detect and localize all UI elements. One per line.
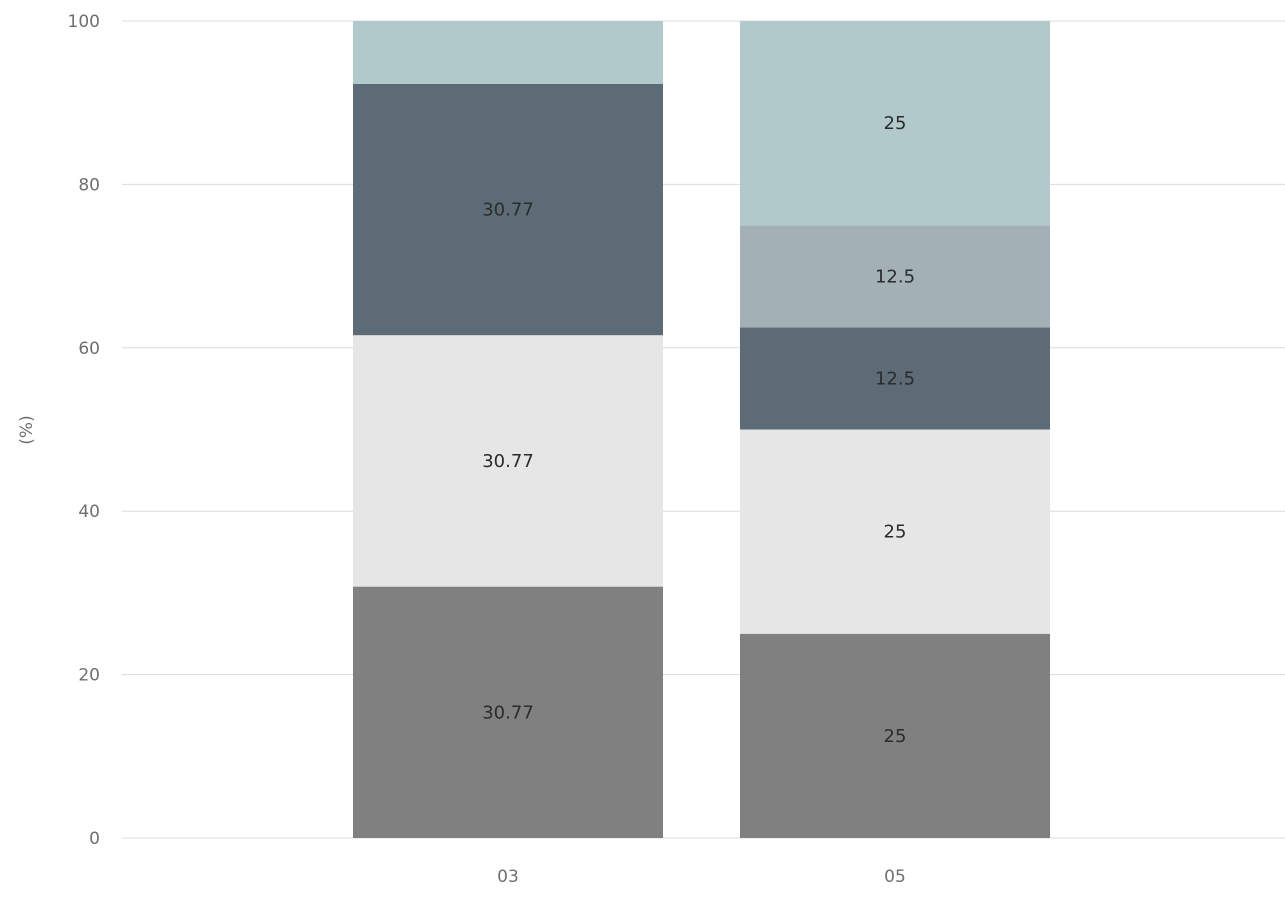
y-tick-label: 60 xyxy=(78,339,100,359)
data-label-05-1: 25 xyxy=(884,726,907,747)
bar-segment-03-2 xyxy=(353,335,663,587)
gridlines xyxy=(122,20,1285,839)
axes: (%) 0 20 40 60 80 100 03 05 xyxy=(17,12,906,887)
x-tick-label: 05 xyxy=(884,867,906,887)
bar-segment-05-4 xyxy=(740,225,1050,328)
y-tick-label: 80 xyxy=(78,175,100,195)
data-label-05-2: 25 xyxy=(884,522,907,543)
bar-segment-05-1 xyxy=(740,633,1050,838)
y-tick-label: 0 xyxy=(89,829,100,849)
bar-segment-03-1 xyxy=(353,586,663,838)
y-tick-label: 100 xyxy=(68,12,100,32)
data-label-03-3: 30.77 xyxy=(482,200,534,221)
data-label-05-4: 12.5 xyxy=(875,266,915,287)
data-label-05-3: 12.5 xyxy=(875,368,915,389)
data-label-03-1: 30.77 xyxy=(482,702,534,723)
data-label-05-5: 25 xyxy=(884,113,907,134)
y-axis-title: (%) xyxy=(17,415,37,444)
bar-segment-05-3 xyxy=(740,327,1050,430)
data-label-03-2: 30.77 xyxy=(482,451,534,472)
data-labels: 30.77 30.77 30.77 25 25 12.5 12.5 25 xyxy=(482,113,915,747)
y-tick-label: 40 xyxy=(78,502,100,522)
bar-segment-05-5 xyxy=(740,21,1050,226)
bars xyxy=(353,21,1050,838)
bar-segment-03-3 xyxy=(353,83,663,336)
y-tick-label: 20 xyxy=(78,666,100,686)
x-tick-label: 03 xyxy=(497,867,519,887)
bar-segment-03-5 xyxy=(353,21,663,84)
bar-segment-05-2 xyxy=(740,429,1050,634)
